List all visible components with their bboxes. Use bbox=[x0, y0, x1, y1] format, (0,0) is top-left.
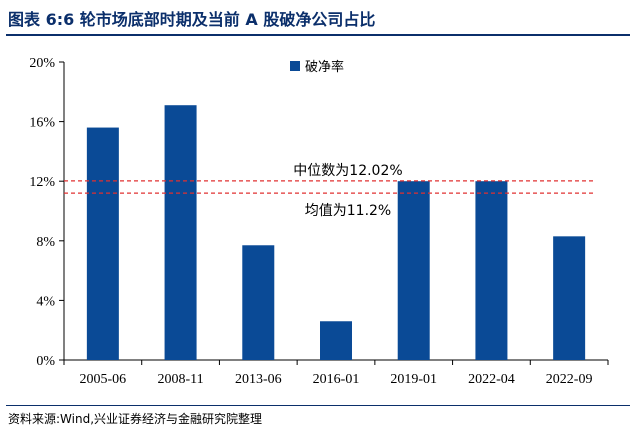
x-tick: 2005-06 bbox=[63, 360, 127, 387]
x-tick-label: 2019-01 bbox=[390, 372, 437, 387]
x-axis: 2005-06 2008-11 2013-06 2016-01 2019-01 2022-… bbox=[63, 359, 609, 387]
x-tick: 2019-01 bbox=[374, 360, 437, 387]
reference-lines: 中位数为12.02% 均值为11.2% bbox=[64, 163, 596, 219]
x-tick-label: 2022-09 bbox=[546, 372, 593, 387]
legend: 破净率 bbox=[290, 59, 344, 75]
x-tick-label: 2022-04 bbox=[468, 372, 515, 387]
x-tick-label: 2016-01 bbox=[313, 372, 360, 387]
y-tick-label: 8% bbox=[36, 235, 55, 250]
bar-2013-06 bbox=[242, 245, 275, 360]
y-tick: 4% bbox=[36, 294, 64, 309]
y-tick: 20% bbox=[29, 56, 64, 71]
x-tick: 2022-09 bbox=[529, 360, 593, 387]
x-tick-label: 2005-06 bbox=[80, 372, 127, 387]
y-tick-label: 20% bbox=[29, 56, 55, 71]
bars bbox=[86, 105, 586, 361]
y-tick: 0% bbox=[36, 354, 64, 369]
source-note: 资料来源:Wind,兴业证券经济与金融研究院整理 bbox=[8, 412, 263, 426]
reference-line-label: 中位数为12.02% bbox=[293, 163, 402, 179]
x-tick-label: 2013-06 bbox=[235, 372, 282, 387]
y-tick: 16% bbox=[29, 116, 64, 131]
page-title: 图表 6:6 轮市场底部时期及当前 A 股破净公司占比 bbox=[8, 10, 376, 29]
y-tick-label: 16% bbox=[29, 116, 55, 131]
reference-line-label: 均值为11.2% bbox=[305, 203, 391, 219]
x-tick: 2013-06 bbox=[218, 360, 282, 387]
y-tick: 12% bbox=[29, 175, 64, 190]
x-tick: 2022-04 bbox=[452, 360, 515, 387]
y-tick-label: 12% bbox=[29, 175, 55, 190]
y-tick-label: 4% bbox=[36, 294, 55, 309]
x-tick: 2016-01 bbox=[296, 360, 360, 387]
bar-2022-04 bbox=[475, 181, 508, 360]
y-axis: 0% 4% 8% 12% 16% 20% bbox=[29, 56, 65, 369]
y-tick: 8% bbox=[36, 235, 64, 250]
bar-2022-09 bbox=[553, 236, 586, 360]
bar-2016-01 bbox=[320, 321, 352, 360]
title-divider bbox=[6, 34, 630, 36]
y-tick-label: 0% bbox=[36, 354, 55, 369]
legend-label: 破净率 bbox=[305, 59, 344, 75]
bar-2019-01 bbox=[397, 181, 430, 360]
footer-divider bbox=[6, 405, 630, 406]
legend-swatch bbox=[290, 61, 300, 71]
bar-2005-06 bbox=[86, 127, 119, 360]
bar-2008-11 bbox=[164, 105, 197, 361]
x-tick-label: 2008-11 bbox=[157, 372, 203, 387]
x-tick: 2008-11 bbox=[141, 360, 204, 387]
